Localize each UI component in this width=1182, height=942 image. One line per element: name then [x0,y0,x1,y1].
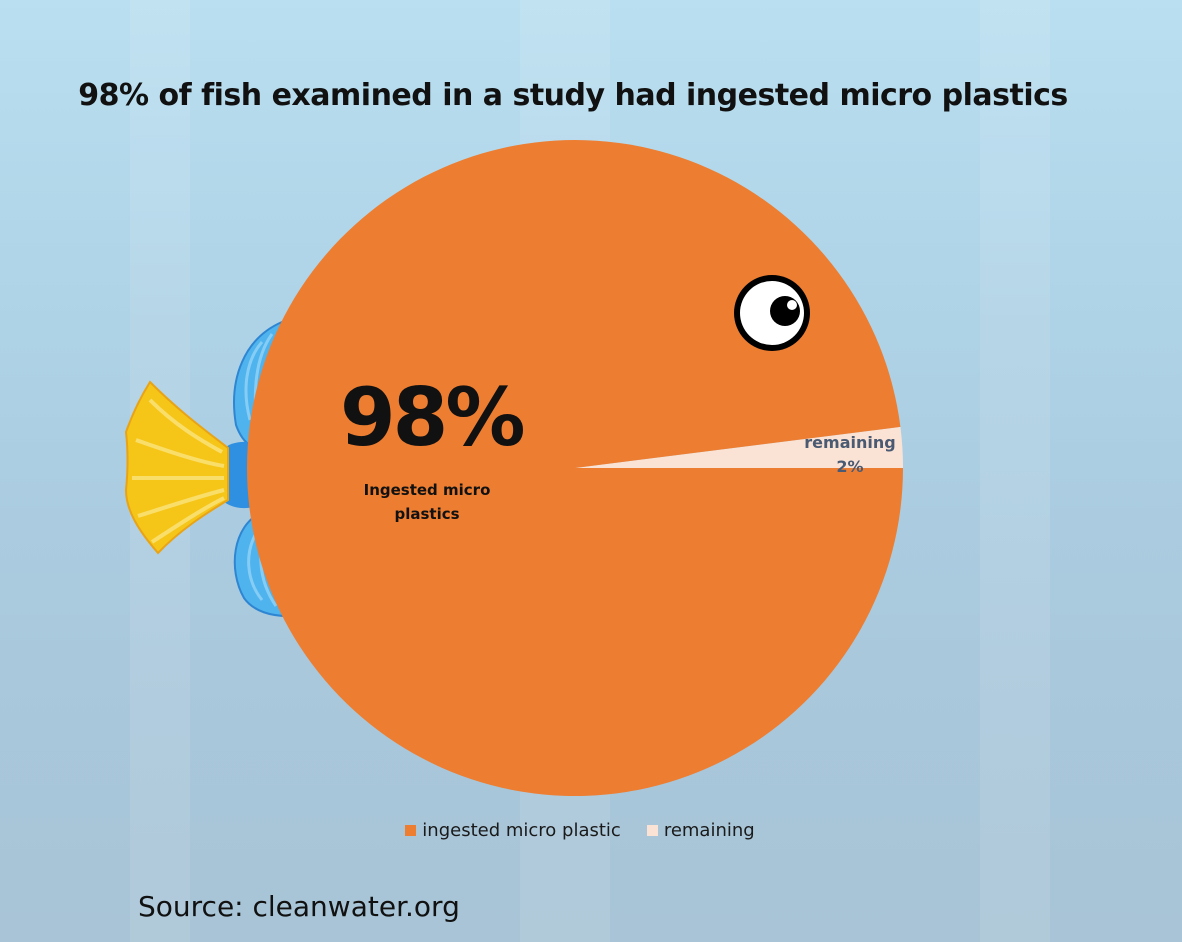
pie-slice-remaining [575,426,903,468]
source-note: Source: cleanwater.org [138,890,460,923]
legend-item-remaining: remaining [646,820,755,841]
legend-item-ingested: ingested micro plastic [405,820,621,841]
data-label-value-ingested: 98% [340,371,525,464]
fish-eye-icon [734,275,810,351]
fish-tail-stripes [132,398,225,544]
legend-swatch-remaining [646,825,658,836]
legend-label-remaining: remaining [663,820,755,841]
data-label-text-ingested: Ingested micro plastics [363,481,491,523]
data-label-value-remaining: 2% [836,457,864,476]
data-label-text-remaining: remaining [804,433,896,452]
background-light-ray [980,0,1050,942]
chart-title: 98% of fish examined in a study had inge… [78,78,1068,113]
legend-label-ingested: ingested micro plastic [422,820,621,841]
data-label-remaining: remaining 2% [790,431,910,479]
chart-legend: ingested micro plastic remaining [0,820,1160,841]
legend-swatch-ingested [405,825,417,836]
